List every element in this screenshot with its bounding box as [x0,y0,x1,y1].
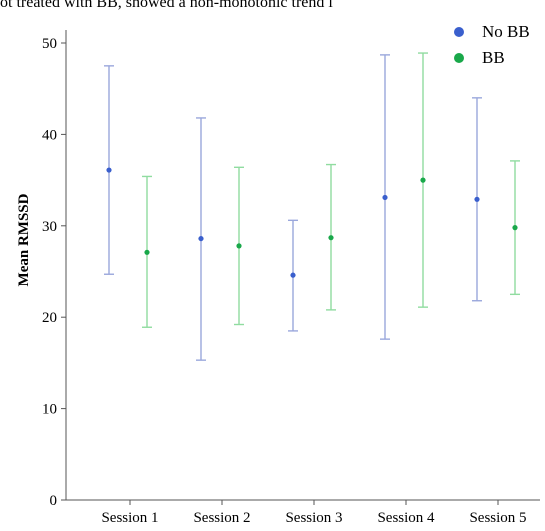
legend-marker-bb [454,53,464,63]
axes [65,30,540,501]
y-axis-label: Mean RMSSD [16,193,32,286]
legend-label-bb: BB [482,48,505,67]
legend: No BB BB [454,22,530,67]
x-tick-label: Session 3 [285,510,342,526]
mean-point-bb [328,235,334,241]
mean-point-bb [420,177,426,183]
mean-point-bb [236,243,242,249]
y-ticks: 0 10 20 30 40 50 [42,36,66,509]
y-tick-label: 20 [42,310,57,326]
y-tick-label: 30 [42,219,57,235]
y-tick-label: 0 [50,493,58,509]
mean-point-no-bb [382,194,388,201]
y-tick-label: 10 [42,402,57,418]
cropped-caption-text: ot treated with BB, showed a non-monoton… [0,0,333,11]
mean-point-no-bb [198,235,204,242]
legend-marker-no-bb [454,27,464,37]
x-tick-label: Session 4 [377,510,435,526]
y-tick-label: 40 [42,127,57,143]
mean-point-bb [512,225,518,231]
x-tick-label: Session 2 [193,510,250,526]
x-ticks: Session 1 Session 2 Session 3 Session 4 Sess… [101,500,527,526]
chart-marks [104,52,520,361]
mean-point-no-bb [290,272,296,278]
x-tick-label: Session 1 [101,510,158,526]
mean-point-no-bb [106,167,112,173]
legend-label-no-bb: No BB [482,22,530,41]
y-tick-label: 50 [42,36,57,52]
mean-point-bb [144,249,150,255]
mean-point-no-bb [474,196,480,202]
x-tick-label: Session 5 [469,510,526,526]
